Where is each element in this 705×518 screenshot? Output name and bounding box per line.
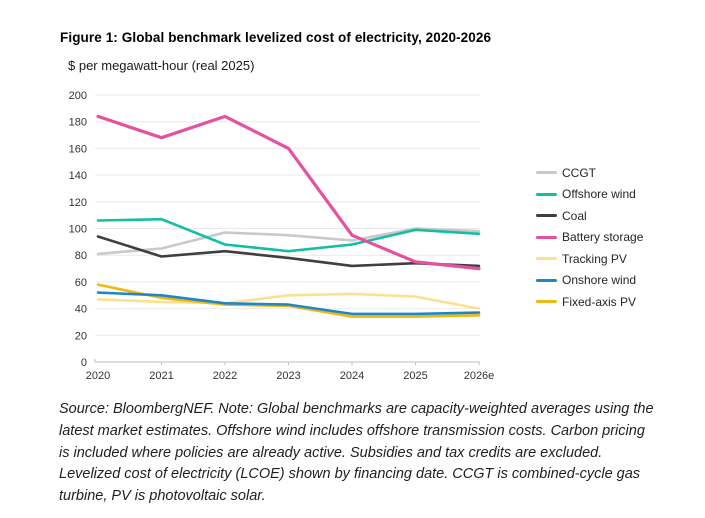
y-axis-tick-label: 80 [75, 250, 87, 262]
y-axis-tick-label: 40 [75, 304, 87, 316]
legend-item-offshore-wind: Offshore wind [536, 184, 643, 206]
legend-item-tracking-pv: Tracking PV [536, 248, 643, 270]
series-line-tracking-pv [96, 292, 481, 310]
legend-item-fixed-axis-pv: Fixed-axis PV [536, 291, 643, 313]
chart-legend: CCGT Offshore wind Coal Battery storage Trac… [536, 162, 643, 313]
y-axis-unit-label: $ per megawatt-hour (real 2025) [68, 58, 255, 73]
legend-swatch-fixed-axis-pv [536, 300, 557, 304]
legend-item-ccgt: CCGT [536, 162, 643, 184]
legend-swatch-battery-storage [536, 235, 557, 239]
legend-swatch-ccgt [536, 171, 557, 175]
legend-label: CCGT [562, 165, 596, 180]
x-axis-tick-label: 2024 [340, 370, 364, 382]
x-axis-tick-label: 2023 [276, 370, 300, 382]
y-axis-tick-label: 20 [75, 330, 87, 342]
legend-label: Fixed-axis PV [562, 294, 637, 309]
legend-label: Coal [562, 208, 587, 223]
x-axis-tick-label: 2022 [213, 370, 237, 382]
x-axis-tick-label: 2020 [86, 370, 110, 382]
y-axis-tick-label: 160 [69, 143, 87, 155]
legend-swatch-onshore-wind [536, 278, 557, 282]
y-axis-tick-label: 0 [81, 357, 87, 369]
figure-title: Figure 1: Global benchmark levelized cos… [60, 30, 492, 45]
legend-item-coal: Coal [536, 205, 643, 227]
legend-label: Battery storage [562, 230, 644, 245]
series-line-offshore-wind [96, 217, 481, 253]
y-axis-tick-label: 100 [69, 224, 87, 236]
y-axis-tick-label: 60 [75, 277, 87, 289]
y-axis-tick-label: 200 [69, 90, 87, 102]
y-axis-tick-label: 140 [69, 170, 87, 182]
legend-swatch-tracking-pv [536, 257, 557, 261]
legend-label: Tracking PV [562, 251, 627, 266]
legend-label: Onshore wind [562, 273, 637, 288]
series-line-ccgt [96, 227, 481, 256]
y-axis-tick-label: 180 [69, 117, 87, 129]
legend-label: Offshore wind [562, 187, 636, 202]
x-axis-tick-label: 2025 [403, 370, 427, 382]
legend-swatch-coal [536, 214, 557, 218]
y-axis-tick-label: 120 [69, 197, 87, 209]
x-axis-tick-label: 2026e [464, 370, 495, 382]
legend-item-onshore-wind: Onshore wind [536, 270, 643, 292]
series-line-onshore-wind [96, 291, 481, 316]
legend-swatch-offshore-wind [536, 192, 557, 196]
legend-item-battery-storage: Battery storage [536, 227, 643, 249]
series-line-battery-storage [96, 114, 481, 271]
x-axis-tick-label: 2021 [149, 370, 173, 382]
source-note: Source: BloombergNEF. Note: Global bench… [59, 401, 654, 504]
